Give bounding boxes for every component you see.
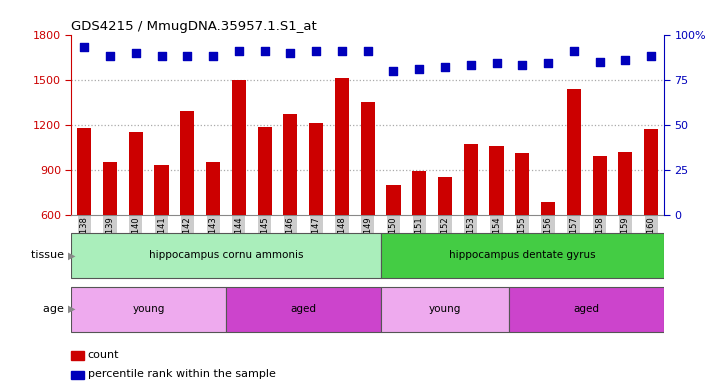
Point — [491, 60, 502, 66]
Bar — [618, 152, 633, 215]
Bar — [381, 233, 664, 278]
Point — [543, 60, 554, 66]
Bar — [258, 127, 272, 215]
Point — [181, 53, 193, 59]
Point — [439, 64, 451, 70]
Bar — [309, 123, 323, 215]
Bar — [509, 286, 664, 331]
Bar — [283, 114, 298, 215]
Bar — [361, 102, 375, 215]
Bar — [71, 233, 381, 278]
Text: percentile rank within the sample: percentile rank within the sample — [88, 369, 276, 379]
Bar — [567, 89, 581, 215]
Text: GDS4215 / MmugDNA.35957.1.S1_at: GDS4215 / MmugDNA.35957.1.S1_at — [71, 20, 317, 33]
Point — [362, 48, 373, 54]
Bar — [232, 80, 246, 215]
Point — [311, 48, 322, 54]
Point — [413, 66, 425, 72]
Point — [388, 68, 399, 74]
Text: count: count — [88, 350, 119, 360]
Text: aged: aged — [291, 304, 316, 314]
Bar — [154, 166, 169, 215]
Bar — [335, 78, 349, 215]
Point — [104, 53, 116, 59]
Point — [233, 48, 245, 54]
Bar — [103, 162, 117, 215]
Point — [207, 53, 218, 59]
Bar — [71, 286, 226, 331]
Bar — [386, 185, 401, 215]
Text: hippocampus dentate gyrus: hippocampus dentate gyrus — [449, 250, 595, 260]
Bar — [438, 177, 452, 215]
Text: aged: aged — [574, 304, 600, 314]
Bar — [129, 132, 143, 215]
Bar — [644, 129, 658, 215]
Text: young: young — [429, 304, 461, 314]
Bar — [381, 286, 509, 331]
Point — [130, 50, 141, 56]
Point — [156, 53, 167, 59]
Point — [517, 62, 528, 68]
Point — [620, 57, 631, 63]
Point — [285, 50, 296, 56]
Bar — [463, 144, 478, 215]
Point — [645, 53, 657, 59]
Text: hippocampus cornu ammonis: hippocampus cornu ammonis — [149, 250, 303, 260]
Bar — [206, 162, 220, 215]
Point — [336, 48, 348, 54]
Bar — [516, 153, 529, 215]
Bar — [180, 111, 194, 215]
Text: young: young — [133, 304, 165, 314]
Text: age: age — [44, 304, 68, 314]
Text: ▶: ▶ — [68, 250, 76, 260]
Bar — [541, 202, 555, 215]
Point — [594, 59, 605, 65]
Bar — [593, 156, 607, 215]
Text: ▶: ▶ — [68, 304, 76, 314]
Point — [79, 44, 90, 50]
Point — [568, 48, 580, 54]
Bar — [490, 146, 503, 215]
Text: tissue: tissue — [31, 250, 68, 260]
Bar — [412, 171, 426, 215]
Point — [259, 48, 271, 54]
Point — [465, 62, 476, 68]
Bar — [77, 128, 91, 215]
Bar — [226, 286, 381, 331]
